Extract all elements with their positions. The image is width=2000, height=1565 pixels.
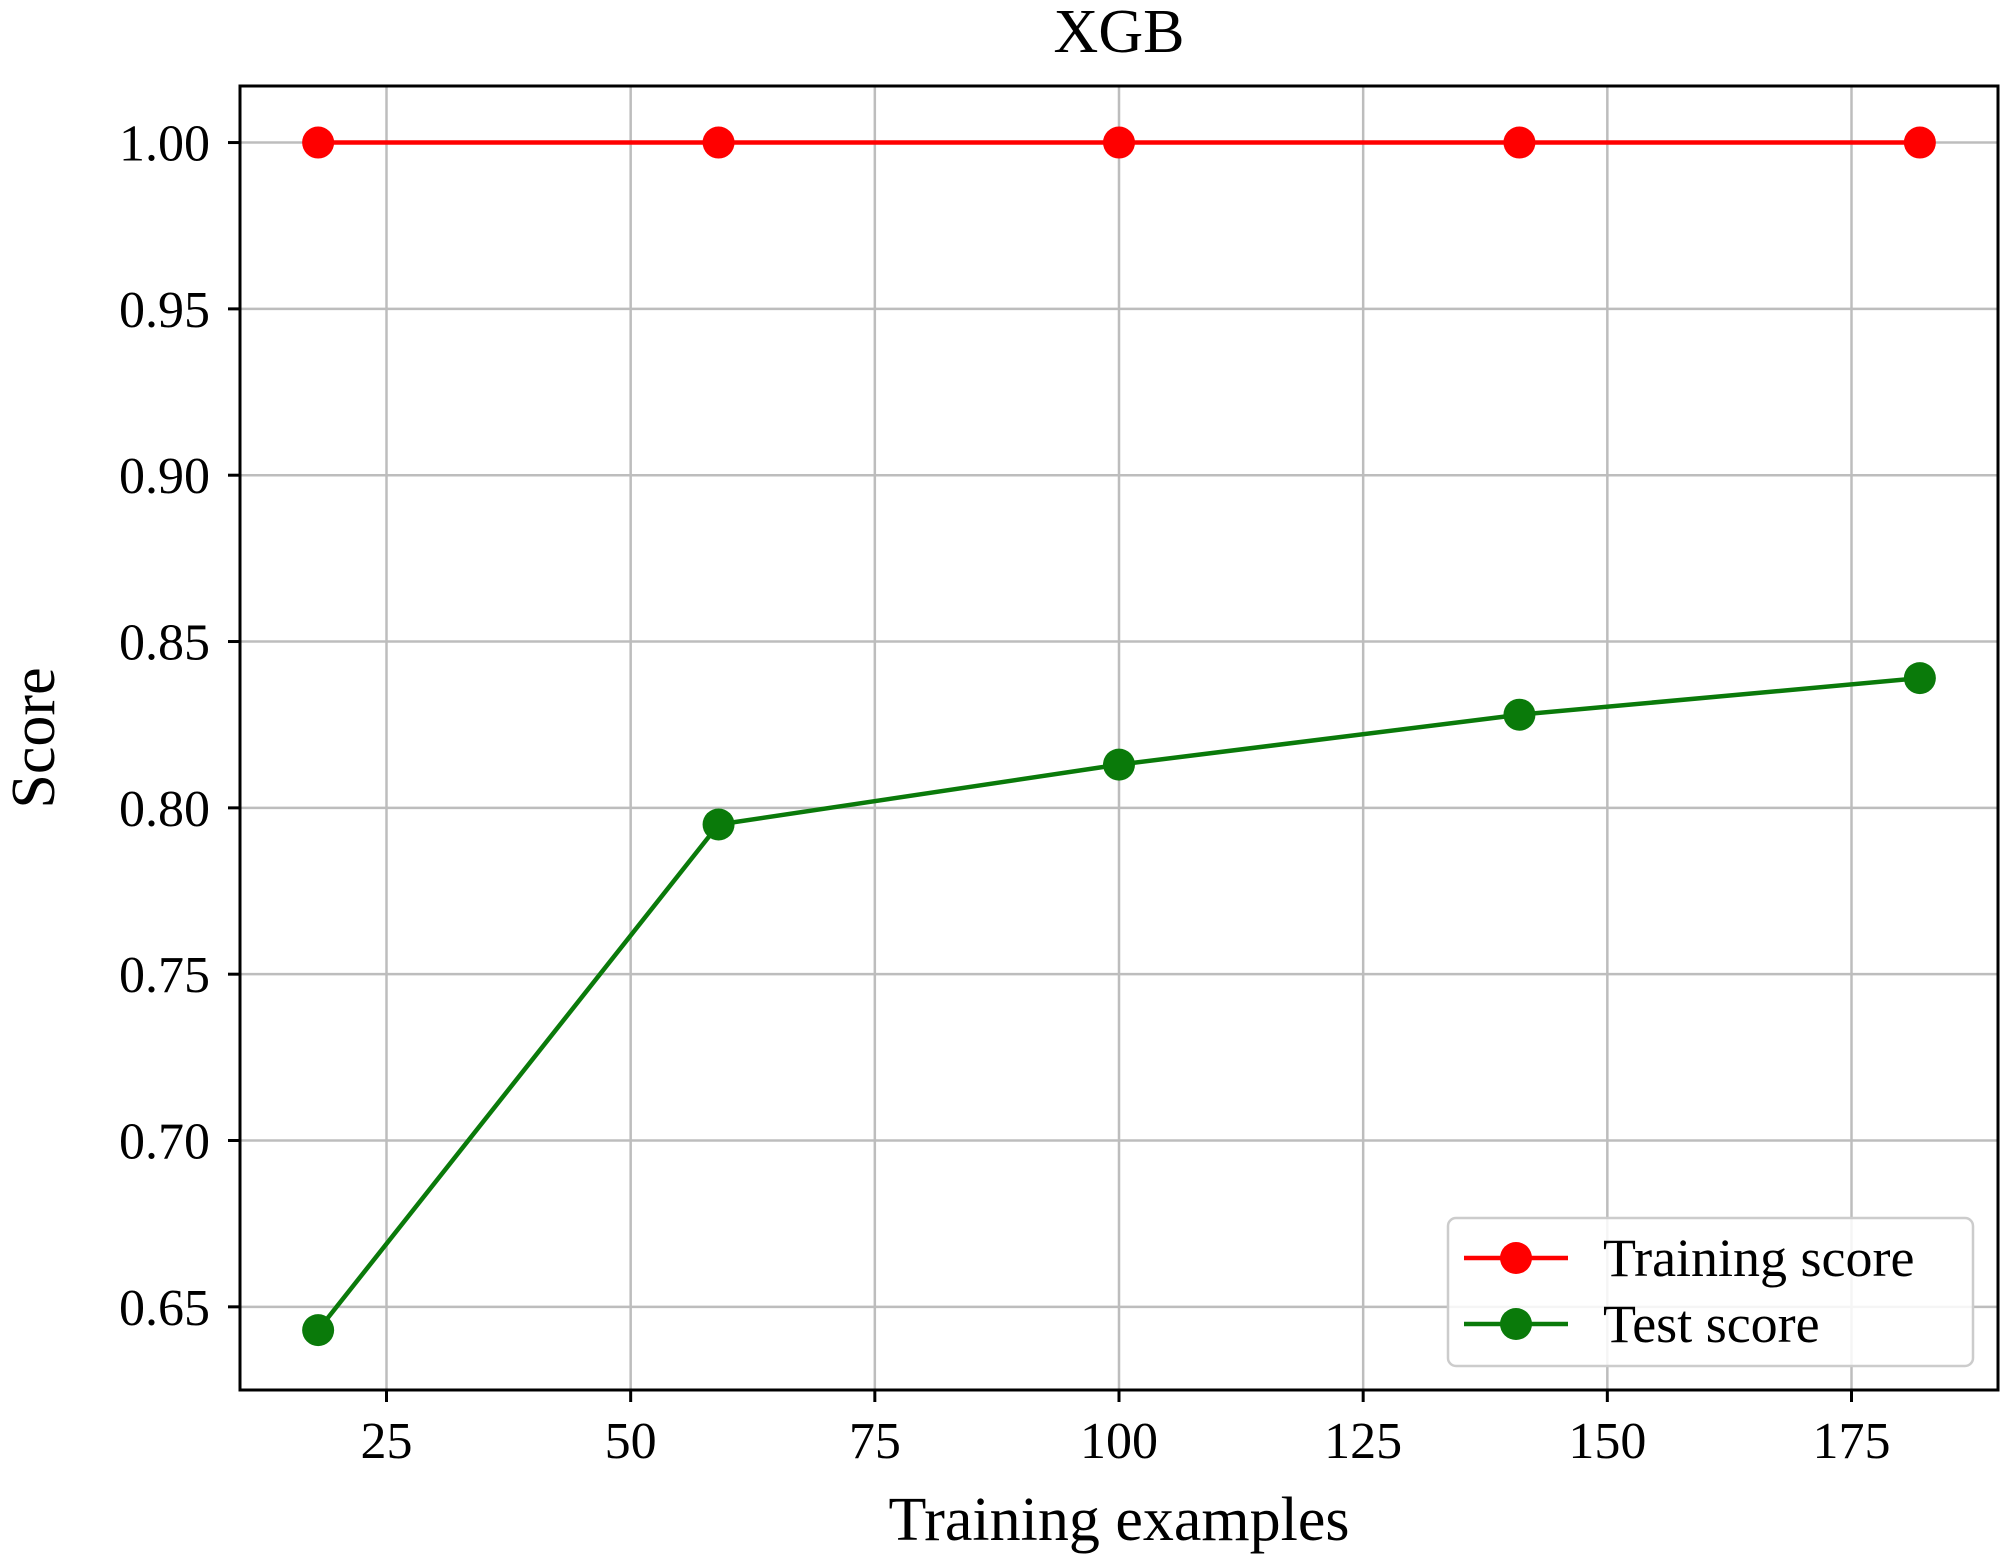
y-tick-label: 0.75: [119, 947, 210, 1004]
y-tick-label: 0.85: [119, 615, 210, 672]
x-tick-label: 25: [361, 1413, 413, 1470]
tick-labels: 25 50 75 100 125 150 175 0.65 0.70 0.75 0.80 0.85 0.…: [119, 116, 1891, 1470]
y-tick-label: 1.00: [119, 116, 210, 173]
chart-title: XGB: [1054, 0, 1185, 66]
training-score-point: [302, 126, 335, 159]
test-score-point: [302, 1314, 335, 1347]
legend-training-score-swatch-marker: [1500, 1242, 1532, 1274]
x-tick-label: 100: [1080, 1413, 1158, 1470]
y-tick-label: 0.80: [119, 781, 210, 838]
test-score-point: [1103, 748, 1135, 781]
x-tick-label: 125: [1324, 1413, 1402, 1470]
training-score-point: [1103, 126, 1135, 159]
x-tick-label: 75: [849, 1413, 901, 1470]
legend-box: [1446, 1216, 1975, 1368]
x-tick-label: 150: [1568, 1413, 1646, 1470]
test-score-point: [702, 808, 735, 841]
training-score-point: [1503, 126, 1536, 159]
test-score-point: [1903, 662, 1936, 695]
x-tick-label: 50: [605, 1413, 657, 1470]
legend-test-score-label: Test score: [1603, 1294, 1820, 1354]
y-tick-label: 0.65: [119, 1280, 210, 1337]
training-score-point: [1903, 126, 1936, 159]
y-tick-label: 0.95: [119, 282, 210, 339]
legend-training-score-label: Training score: [1603, 1228, 1914, 1288]
y-axis-title: Score: [0, 667, 68, 808]
y-tick-label: 0.70: [119, 1114, 210, 1171]
x-axis-title: Training examples: [889, 1486, 1350, 1554]
training-score-point: [702, 126, 735, 159]
legend-test-score-swatch-marker: [1500, 1308, 1532, 1340]
test-score-point: [1503, 698, 1536, 731]
y-tick-label: 0.90: [119, 448, 210, 505]
x-tick-label: 175: [1813, 1413, 1891, 1470]
series-layer: [302, 126, 1936, 1347]
